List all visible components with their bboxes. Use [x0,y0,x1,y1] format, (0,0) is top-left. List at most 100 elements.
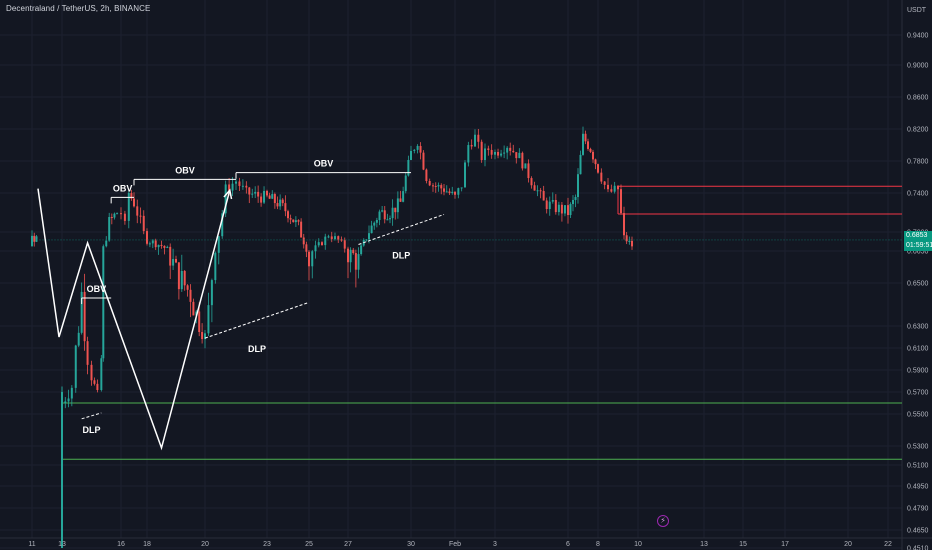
price-tick-label: 0.5100 [907,463,929,470]
candle-body [80,291,83,333]
dlp-line [358,213,445,245]
candle-body [201,332,204,340]
candle-body [454,191,456,195]
candle-body [100,358,103,391]
candle-body [314,245,317,252]
candle-body [195,311,198,316]
obv-label: OBV [314,159,334,169]
candle-body [166,246,169,248]
candle-body [477,134,480,142]
projection-arrowhead [223,188,233,200]
candle-body [584,133,587,142]
candle-body [445,191,448,193]
price-tick-label: 0.5900 [907,368,929,375]
price-tick-label: 0.7400 [907,191,929,198]
candle-body [381,210,384,212]
candle-body [139,215,142,217]
candle-body [474,134,476,147]
candle-body [35,236,38,242]
candle-body [172,259,175,266]
candle-body [399,198,402,202]
candle-body [235,181,237,184]
candle-body [563,205,566,214]
price-tick-label: 0.9400 [907,33,929,40]
price-tick-label: 0.6650 [907,249,929,256]
candle-body [146,231,148,244]
time-axis[interactable]: 11 13 16 18 20 23 25 27 30 Feb 3 6 8 10 13 15 17 20 22 [28,541,892,548]
candle-body [577,174,579,198]
candle-body [273,194,276,204]
candle-body [120,213,122,215]
candle-body [509,147,512,151]
candle-body [594,159,597,165]
candle-body [503,152,506,154]
candle-body [579,154,582,175]
candle-body [432,185,434,187]
candle-body [224,184,227,214]
candle-body [347,248,349,263]
price-tick-label: 0.6100 [907,346,929,353]
candle-body [497,151,500,156]
candle-body [589,148,592,152]
candle-body [560,204,563,214]
candle-body [357,254,360,270]
candle-body [83,291,86,342]
candle-body [375,219,378,223]
candle-body [238,181,241,186]
candle-body [554,200,557,213]
candle-body [61,392,63,543]
candle-body [567,205,569,216]
candle-body [551,200,554,202]
candle-body [266,190,268,196]
candle-body [480,141,483,161]
candle-body [631,240,633,247]
candle-body [360,245,363,255]
candle-body [527,163,530,179]
candle-body [31,235,33,247]
candle-body [169,246,172,266]
candle-body [77,332,80,346]
candle-body [105,240,108,247]
candle-body [228,184,231,191]
candle-body [597,164,599,173]
candle-body [289,218,292,220]
candle-body [67,398,70,402]
candle-body [311,251,314,267]
price-tick-label: 0.6500 [907,281,929,288]
candle-body [148,243,151,245]
candle-body [487,148,490,150]
candle-body [321,242,323,246]
price-axis[interactable]: 0.94000.90000.86000.82000.78000.74000.70… [907,33,929,550]
lightning-icon[interactable]: ⚡ [657,515,669,527]
candle-body [157,244,160,248]
time-tick-label: 22 [884,541,892,548]
dlp-label: DLP [392,250,410,260]
candle-body [572,199,574,205]
candle-body [467,145,470,163]
last-price-tag: 0.6853 01:59:51 [904,230,932,251]
candle-body [151,240,154,244]
candle-body [607,184,609,190]
candle-body [370,225,373,234]
candle-body [536,190,539,192]
price-tick-label: 0.4510 [907,546,929,550]
candle-body [123,213,126,221]
level-lines [61,185,902,460]
candle-body [330,236,333,240]
candle-body [349,249,352,263]
candle-body [524,163,527,169]
time-tick-label: 8 [596,541,600,548]
obv-label: OBV [175,165,195,175]
candle-body [279,199,282,207]
candle-body [251,193,254,195]
candle-body [389,218,391,220]
candle-body [189,289,192,302]
candle-body [404,175,407,192]
time-tick-label: 30 [407,541,415,548]
candle-body [402,191,405,202]
candle-body [533,185,536,191]
candle-body [70,387,73,399]
time-tick-label: 20 [201,541,209,548]
